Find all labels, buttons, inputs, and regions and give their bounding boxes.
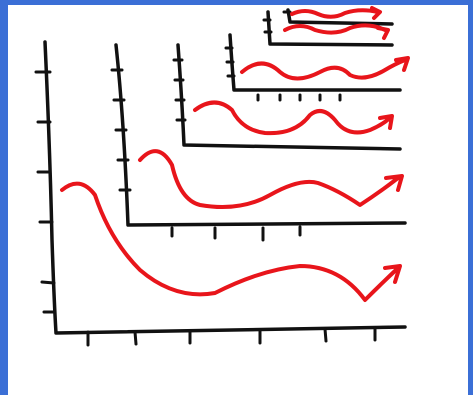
chart-sketch-4 <box>224 33 410 102</box>
curve <box>138 149 404 209</box>
axes <box>114 43 407 227</box>
x-ticks <box>86 326 377 347</box>
chart-sketch-5 <box>262 6 394 47</box>
y-ticks <box>34 70 57 314</box>
ticks <box>172 58 187 122</box>
axes <box>266 10 394 47</box>
axes <box>228 33 402 92</box>
curve-a <box>283 23 390 40</box>
curve <box>193 100 394 136</box>
ticks <box>262 10 292 34</box>
drawing <box>34 6 410 347</box>
ticks <box>110 68 302 242</box>
chart-sketch-2 <box>110 43 407 242</box>
chart-sketch-3 <box>172 43 402 151</box>
chart-sketch-1 <box>34 40 407 347</box>
ticks <box>224 46 342 102</box>
axes <box>176 43 402 151</box>
curve <box>60 181 402 302</box>
canvas <box>8 5 468 395</box>
curve-b <box>290 6 382 20</box>
axes-inner <box>286 8 394 26</box>
curve <box>240 56 410 81</box>
